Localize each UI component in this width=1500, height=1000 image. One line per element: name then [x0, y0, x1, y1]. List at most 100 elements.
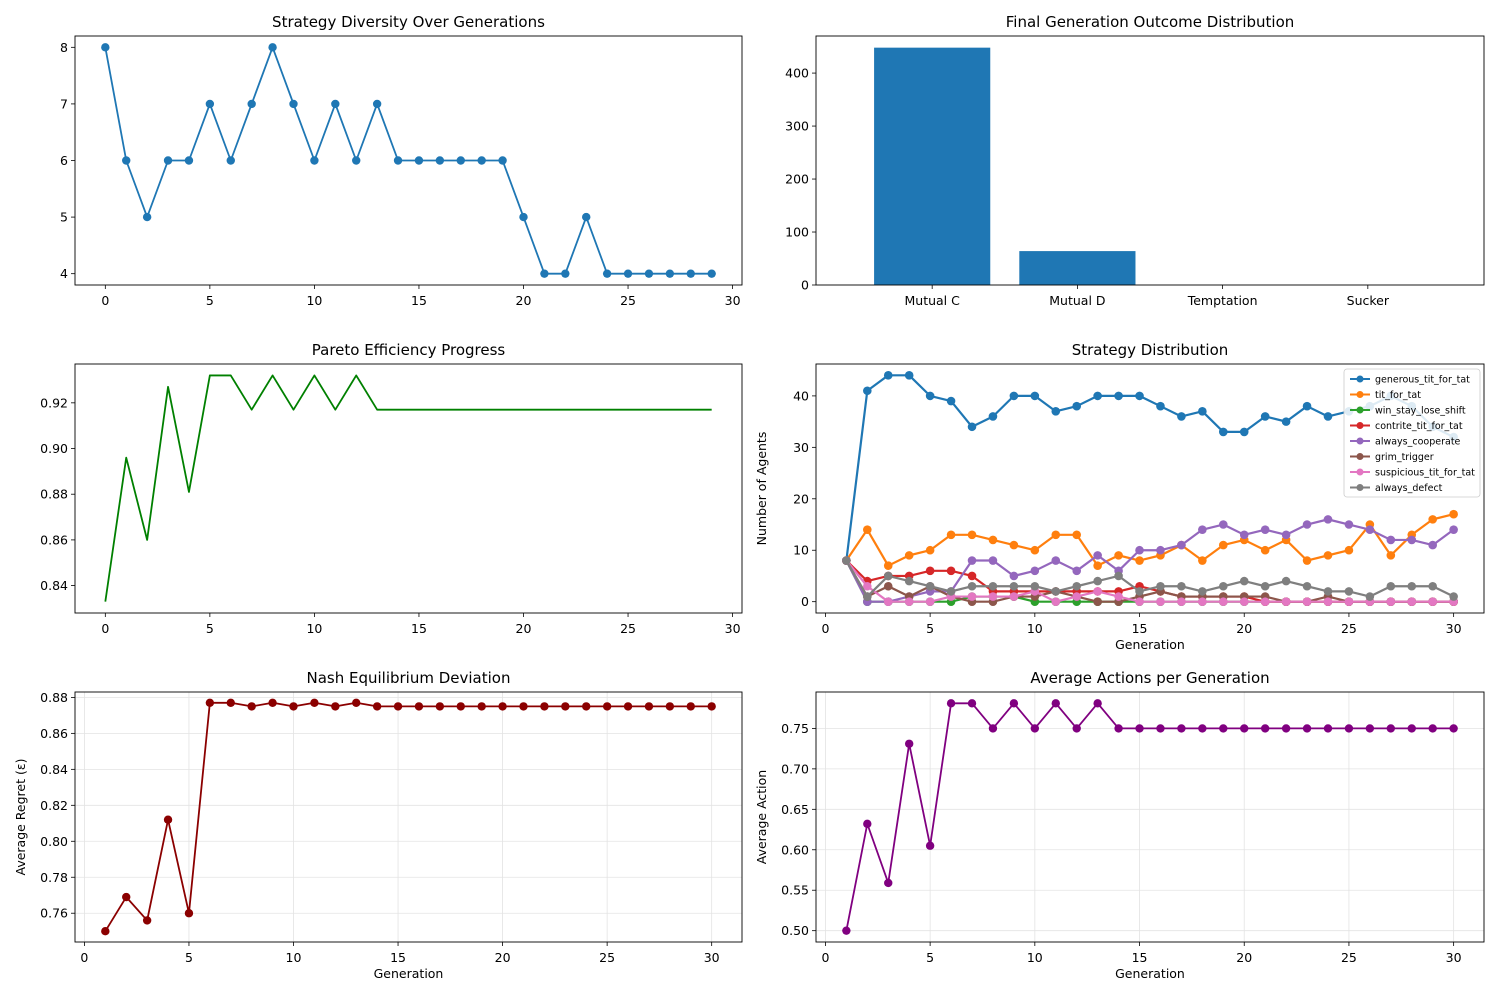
- data-point: [1302, 520, 1312, 529]
- data-point: [967, 592, 977, 601]
- data-point: [623, 702, 633, 711]
- data-point: [988, 724, 998, 733]
- data-point: [1218, 520, 1228, 529]
- data-point: [184, 909, 194, 918]
- legend-swatch-marker: [1356, 468, 1364, 476]
- y-tick-label: 0.50: [781, 923, 809, 938]
- data-point: [1135, 556, 1144, 565]
- data-point: [1093, 576, 1102, 586]
- data-point: [883, 371, 893, 380]
- data-point: [1239, 427, 1249, 437]
- chart-panel-4: Strategy Distribution 0 10 20 30 40 0 5 10 15 20 25…: [754, 341, 1485, 652]
- x-tick-label: 15: [1132, 621, 1148, 636]
- data-point: [946, 530, 956, 540]
- data-point: [331, 702, 340, 711]
- x-tick-label: 20: [1236, 950, 1252, 965]
- data-point: [1093, 699, 1102, 708]
- data-point: [1281, 417, 1291, 426]
- data-point: [946, 699, 956, 708]
- data-point: [1386, 551, 1396, 560]
- data-point: [884, 878, 893, 888]
- legend-swatch-marker: [1356, 391, 1364, 398]
- data-point: [1072, 401, 1082, 411]
- data-point: [1051, 407, 1061, 416]
- data-point: [988, 412, 998, 421]
- data-point: [1198, 587, 1207, 596]
- data-point: [988, 556, 998, 565]
- x-tick-label: Mutual D: [1049, 293, 1105, 308]
- data-point: [925, 391, 935, 401]
- data-point: [842, 556, 851, 565]
- data-point: [925, 566, 935, 576]
- x-tick-label: 0: [101, 293, 109, 308]
- data-point: [967, 581, 977, 591]
- data-point: [1051, 530, 1061, 540]
- data-point: [435, 702, 445, 711]
- data-point: [435, 156, 445, 165]
- data-point: [967, 530, 977, 540]
- plot-area: [874, 47, 1136, 285]
- y-axis-label: Average Action: [754, 770, 769, 864]
- data-point: [247, 99, 256, 109]
- data-point: [1302, 597, 1312, 606]
- data-point: [1177, 597, 1186, 606]
- data-point: [988, 581, 998, 591]
- data-point: [967, 556, 977, 565]
- data-point: [310, 698, 319, 707]
- data-point: [1177, 412, 1186, 421]
- data-point: [602, 269, 612, 278]
- data-point: [686, 702, 695, 711]
- x-tick-label: 10: [1027, 950, 1043, 965]
- data-point: [1114, 391, 1123, 401]
- y-tick-label: 200: [785, 172, 809, 187]
- x-tick-label: 5: [185, 950, 193, 965]
- data-point: [1344, 587, 1354, 596]
- legend-swatch-marker: [1356, 375, 1364, 383]
- data-point: [1156, 401, 1165, 411]
- chart-title: Pareto Efficiency Progress: [312, 341, 506, 359]
- x-axis-label: Generation: [1115, 966, 1185, 981]
- data-point: [1239, 576, 1249, 586]
- data-point: [142, 212, 152, 222]
- y-tick-label: 0.90: [40, 441, 68, 456]
- y-tick-label: 0.75: [781, 721, 809, 736]
- data-point: [1114, 592, 1123, 601]
- data-point: [1072, 592, 1082, 601]
- data-point: [946, 396, 956, 406]
- data-point: [393, 156, 403, 165]
- y-tick-label: 0.88: [40, 690, 68, 705]
- y-tick-label: 6: [60, 153, 68, 168]
- data-point: [1323, 515, 1333, 524]
- data-point: [1449, 525, 1458, 534]
- y-axis-label: Number of Agents: [754, 432, 769, 546]
- data-point: [1051, 587, 1061, 596]
- data-point: [519, 702, 528, 711]
- data-point: [1030, 581, 1040, 591]
- data-point: [1323, 551, 1333, 560]
- data-point: [372, 99, 382, 109]
- x-tick-label: 30: [725, 621, 741, 636]
- plot-area: [101, 43, 716, 278]
- data-point: [1135, 597, 1144, 606]
- data-point: [1344, 724, 1354, 733]
- chart-title: Final Generation Outcome Distribution: [1006, 13, 1295, 31]
- data-point: [1240, 724, 1249, 733]
- x-axis-label: Generation: [1115, 637, 1185, 652]
- data-point: [1407, 535, 1417, 545]
- data-point: [1260, 525, 1270, 534]
- data-point: [1449, 592, 1458, 601]
- legend-label: always_cooperate: [1375, 437, 1461, 448]
- data-point: [1407, 581, 1417, 591]
- data-point: [1177, 540, 1186, 550]
- data-point: [289, 99, 298, 109]
- data-point: [863, 592, 872, 601]
- plot-frame: [815, 35, 1485, 286]
- data-point: [686, 269, 695, 278]
- data-point: [1156, 724, 1165, 733]
- y-tick-label: 7: [60, 96, 68, 111]
- data-point: [1093, 551, 1102, 560]
- legend-box: [1343, 368, 1481, 498]
- data-point: [883, 561, 893, 570]
- data-point: [1009, 699, 1019, 708]
- chart-panel-6: Average Actions per Generation 0.50 0.55 0.…: [754, 669, 1485, 981]
